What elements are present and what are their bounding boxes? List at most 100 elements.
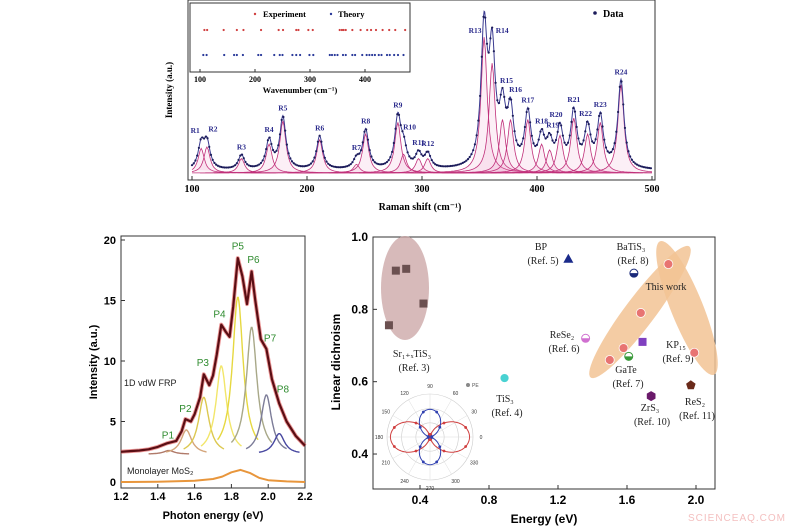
raman-x-tick-label: 500 — [645, 184, 660, 195]
experiment-mode-marker — [203, 28, 206, 32]
raman-data-point — [618, 85, 621, 88]
raman-data-point — [641, 165, 644, 168]
raman-data-point — [635, 163, 639, 166]
raman-data-point — [216, 164, 219, 167]
raman-peak-label: R10 — [403, 122, 416, 131]
experiment-mode-marker — [394, 28, 397, 32]
raman-data-point — [513, 130, 516, 133]
raman-data-point — [482, 15, 485, 18]
polar-angle-label: 180 — [375, 435, 384, 441]
polar-data-point — [430, 436, 434, 439]
raman-data-point — [499, 93, 502, 96]
raman-x-tick-label: 400 — [530, 184, 545, 195]
raman-data-point — [646, 166, 649, 169]
raman-data-point — [625, 141, 628, 144]
polar-angle-label: 240 — [400, 479, 409, 485]
raman-data-point — [492, 50, 495, 53]
raman-data-point — [349, 163, 352, 166]
theory-mode-marker — [333, 53, 336, 57]
raman-data-point — [266, 139, 269, 142]
raman-data-point — [294, 163, 297, 166]
raman-data-point — [320, 140, 323, 143]
theory-mode-marker — [330, 53, 334, 57]
raman-data-point — [284, 129, 287, 132]
raman-data-point — [423, 153, 426, 156]
raman-data-point — [194, 159, 197, 162]
ld-y-tick-label: 1.0 — [351, 230, 368, 244]
raman-data-point — [230, 165, 233, 169]
raman-data-point — [344, 165, 347, 168]
square-marker — [384, 321, 393, 330]
series-ref-label: (Ref. 5) — [527, 256, 558, 267]
raman-data-point — [234, 164, 237, 167]
raman-data-point — [282, 115, 285, 119]
raman-data-point — [265, 148, 268, 151]
polar-data-point — [429, 438, 433, 441]
frp-spectrum — [120, 257, 306, 453]
ld-ylabel: Linear dichroism — [329, 314, 343, 411]
theory-mode-marker — [354, 53, 357, 57]
raman-data-point — [568, 134, 571, 137]
raman-data-point — [323, 156, 326, 159]
series-name-label: Sr₁₊ₓTiS₃ — [393, 349, 431, 360]
polar-angle-label: 90 — [427, 384, 433, 390]
raman-data-point — [385, 160, 389, 164]
raman-data-point — [263, 155, 266, 158]
experiment-mode-marker — [374, 28, 378, 32]
raman-data-point — [339, 166, 342, 169]
theory-mode-marker — [278, 53, 281, 57]
raman-data-point — [447, 165, 451, 168]
raman-data-point — [261, 159, 264, 162]
raman-data-point — [413, 156, 416, 159]
raman-data-point — [227, 166, 230, 169]
raman-data-point — [475, 134, 478, 137]
circle-marker — [499, 373, 510, 383]
raman-data-point — [620, 80, 623, 83]
raman-data-point — [622, 103, 625, 106]
pl-y-tick-label: 10 — [104, 356, 116, 368]
raman-data-point — [235, 162, 238, 165]
raman-data-point — [439, 164, 442, 168]
watermark: SCIENCEAQ.COM — [687, 513, 786, 524]
raman-data-point — [397, 113, 401, 116]
raman-data-point — [406, 151, 409, 154]
theory-mode-marker — [328, 53, 331, 57]
raman-data-point — [327, 162, 330, 165]
half-circle-fill — [624, 356, 633, 361]
raman-data-point — [585, 120, 589, 123]
raman-data-point — [428, 154, 432, 158]
polar-data-point — [414, 421, 418, 425]
polar-data-point — [464, 426, 468, 429]
theory-mode-marker — [388, 53, 391, 57]
raman-data-point — [565, 143, 568, 146]
theory-mode-marker — [368, 53, 371, 57]
pl-x-tick-label: 2.0 — [261, 491, 276, 503]
raman-data-point — [547, 131, 551, 135]
polar-data-point — [442, 421, 446, 425]
raman-peak-label: R15 — [500, 76, 513, 85]
raman-data-point — [353, 157, 356, 161]
raman-data-point — [271, 148, 275, 152]
raman-peak-label: R8 — [361, 116, 370, 125]
raman-data-point — [404, 144, 407, 147]
theory-mode-marker — [373, 53, 376, 57]
raman-peak-label: R18 — [535, 117, 548, 126]
series-name-label: ZrS₃ — [641, 403, 660, 414]
raman-data-point — [232, 165, 235, 168]
raman-data-point — [425, 150, 428, 153]
raman-data-point — [378, 163, 382, 166]
theory-mode-marker — [377, 53, 380, 57]
raman-data-point — [384, 162, 387, 165]
raman-data-point — [511, 114, 514, 117]
polar-angle-label: 150 — [382, 410, 391, 416]
pl-x-tick-label: 1.2 — [113, 491, 128, 503]
raman-data-point — [328, 164, 332, 167]
raman-data-point — [504, 106, 508, 109]
experiment-mode-marker — [369, 28, 373, 32]
experiment-mode-marker — [281, 28, 285, 32]
raman-data-point — [318, 134, 321, 137]
raman-data-point — [301, 165, 304, 168]
experiment-mode-marker — [366, 28, 369, 32]
raman-data-point — [501, 86, 504, 90]
